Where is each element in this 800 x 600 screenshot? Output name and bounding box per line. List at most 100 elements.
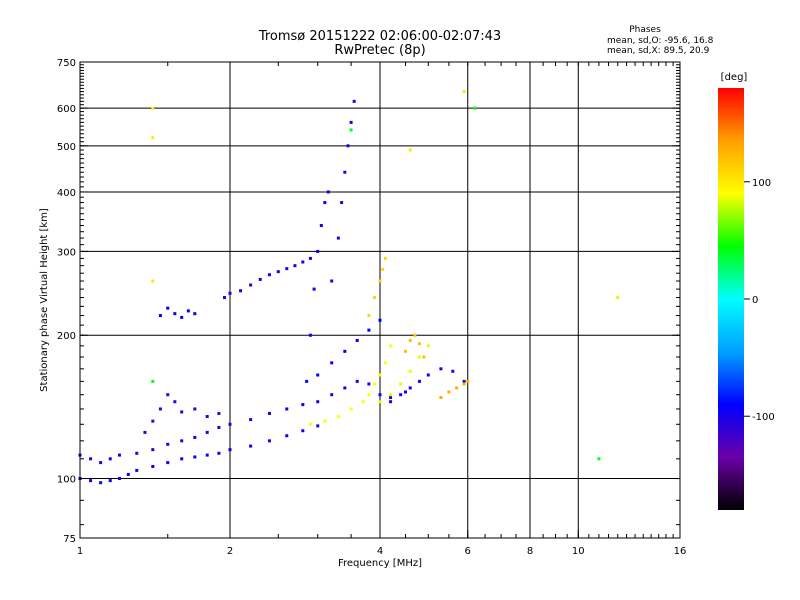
data-point [135,451,139,455]
data-point [135,468,139,472]
data-point [343,349,347,353]
data-point [108,457,112,461]
data-point [330,279,334,283]
data-point [361,400,365,404]
data-point [316,373,320,377]
data-point [158,314,162,318]
data-point [173,312,177,316]
data-point [462,90,466,94]
data-point [378,279,382,283]
data-point [228,291,232,295]
data-point [462,379,466,383]
data-point [151,464,155,468]
data-point [173,400,177,404]
data-point [451,369,455,373]
x-tick-label: 10 [572,546,585,557]
y-tick-label: 75 [63,534,76,545]
data-point [408,338,412,342]
data-point [413,333,417,337]
data-point [193,407,197,411]
grid-lines [80,62,680,538]
phase-box-o-mode: mean, sd,O: -95.6, 16.8 [607,36,714,46]
data-point [367,328,371,332]
data-point [378,318,382,322]
data-point [285,434,289,438]
data-point [308,422,312,426]
data-point [158,407,162,411]
data-point [417,379,421,383]
x-tick-label: 1 [77,546,83,557]
data-point [323,419,327,423]
data-point [228,448,232,452]
data-point [403,349,407,353]
data-point [473,106,477,110]
data-point [267,439,271,443]
data-point [383,361,387,365]
data-point [193,435,197,439]
data-point [316,249,320,253]
data-point [180,410,184,414]
data-point [166,461,170,465]
data-point [293,264,297,268]
y-axis-label: Stationary phase Virtual Height [km] [39,208,50,392]
data-point [336,414,340,418]
data-point [383,256,387,260]
data-point [249,444,253,448]
y-tick-label: 500 [57,142,76,153]
data-point [258,277,262,281]
data-point [166,393,170,397]
data-point [389,395,393,399]
data-point [308,333,312,337]
data-point [186,309,190,313]
data-point [228,422,232,426]
x-tick-label: 16 [674,546,687,557]
data-point [408,369,412,373]
y-tick-label: 100 [57,475,76,486]
phase-box-heading: Phases [629,25,661,35]
data-point [217,451,221,455]
data-point [249,283,253,287]
data-point [616,296,620,300]
data-point [373,296,377,300]
data-point [319,224,323,228]
data-point [426,344,430,348]
data-point [466,379,470,383]
data-point [301,429,305,433]
data-point [389,344,393,348]
data-point [249,418,253,422]
data-point [151,136,155,140]
data-point [316,400,320,404]
data-point [108,479,112,483]
data-point [349,407,353,411]
data-point [166,306,170,310]
data-point [355,338,359,342]
data-point [99,481,103,485]
colorbar-tick-label: 100 [752,178,771,189]
data-point [346,144,350,148]
data-point [180,439,184,443]
y-tick-label: 300 [57,247,76,258]
data-point [330,361,334,365]
data-point [355,379,359,383]
data-point [99,461,103,465]
data-point [117,453,121,457]
data-point [399,382,403,386]
y-tick-label: 400 [57,188,76,199]
x-axis-label: Frequency [MHz] [338,558,422,569]
data-point [367,314,371,318]
data-point [285,407,289,411]
colorbar-label: [deg] [721,72,748,83]
data-point [217,411,221,415]
data-point [151,279,155,283]
data-point [89,479,93,483]
data-point [126,472,130,476]
data-point [193,455,197,459]
x-tick-label: 2 [227,546,233,557]
data-point [417,355,421,359]
data-point [455,386,459,390]
data-point [408,148,412,152]
data-point [205,453,209,457]
data-point [308,256,312,260]
data-point [223,296,227,300]
data-point [301,403,305,407]
